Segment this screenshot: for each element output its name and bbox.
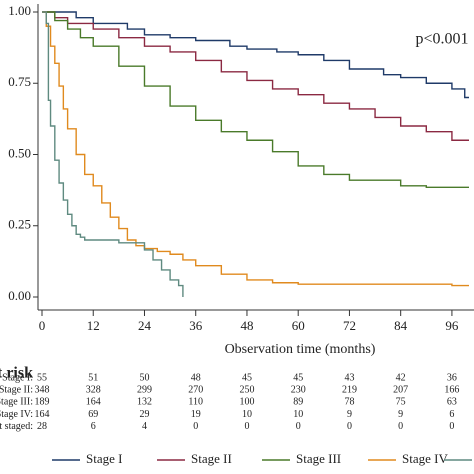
survival-curve <box>42 11 469 287</box>
risk-count: 4 <box>142 421 147 432</box>
risk-count: 0 <box>296 421 301 432</box>
x-tick-label: 24 <box>138 318 152 333</box>
x-tick-label: 36 <box>189 318 203 333</box>
risk-count: 328 <box>86 384 101 395</box>
risk-title: Number at risk <box>0 365 33 382</box>
risk-row-label: Stage IV: <box>0 409 33 420</box>
risk-count: 0 <box>398 421 403 432</box>
risk-count: 6 <box>449 409 454 420</box>
risk-count: 51 <box>88 372 98 383</box>
risk-count: 48 <box>191 372 201 383</box>
risk-count: 69 <box>88 409 98 420</box>
risk-count: 348 <box>35 384 50 395</box>
risk-count: 19 <box>191 409 201 420</box>
risk-count: 207 <box>393 384 408 395</box>
risk-count: 164 <box>86 397 101 408</box>
risk-count: 89 <box>293 397 303 408</box>
legend-label: Stage I <box>86 451 122 466</box>
x-tick-label: 60 <box>292 318 305 333</box>
x-axis-label: Observation time (months) <box>225 342 376 357</box>
risk-count: 42 <box>396 372 406 383</box>
x-tick-label: 72 <box>343 318 356 333</box>
risk-count: 9 <box>347 409 352 420</box>
risk-count: 0 <box>347 421 352 432</box>
risk-count: 0 <box>193 421 198 432</box>
risk-count: 166 <box>444 384 459 395</box>
risk-count: 10 <box>242 409 252 420</box>
survival-curve <box>42 11 469 141</box>
y-tick-label: 0.50 <box>8 145 31 160</box>
risk-count: 78 <box>344 397 354 408</box>
risk-count: 75 <box>396 397 406 408</box>
risk-row-label: Stage II: <box>0 384 33 395</box>
risk-count: 10 <box>293 409 303 420</box>
legend-label: Stage III <box>296 451 341 466</box>
y-tick-label: 0.25 <box>8 217 31 232</box>
x-tick-label: 0 <box>39 318 46 333</box>
x-tick-label: 84 <box>394 318 408 333</box>
risk-count: 230 <box>291 384 306 395</box>
legend-label: Stage II <box>191 451 232 466</box>
x-tick-label: 12 <box>87 318 100 333</box>
risk-count: 50 <box>139 372 149 383</box>
risk-count: 0 <box>449 421 454 432</box>
risk-count: 29 <box>139 409 149 420</box>
risk-count: 63 <box>447 397 457 408</box>
risk-count: 9 <box>398 409 403 420</box>
risk-count: 6 <box>91 421 96 432</box>
risk-count: 43 <box>344 372 354 383</box>
risk-count: 250 <box>239 384 254 395</box>
survival-curve <box>42 11 469 99</box>
risk-count: 164 <box>35 409 50 420</box>
risk-count: 45 <box>293 372 303 383</box>
y-tick-label: 0.00 <box>8 288 31 303</box>
legend-label: Stage IV <box>402 451 448 466</box>
y-tick-label: 1.00 <box>8 3 31 18</box>
risk-count: 36 <box>447 372 457 383</box>
x-tick-label: 96 <box>445 318 459 333</box>
risk-count: 0 <box>244 421 249 432</box>
risk-count: 132 <box>137 397 152 408</box>
risk-row-label: Stage III: <box>0 397 33 408</box>
risk-count: 55 <box>37 372 47 383</box>
risk-count: 219 <box>342 384 357 395</box>
x-tick-label: 48 <box>240 318 253 333</box>
risk-count: 45 <box>242 372 252 383</box>
risk-count: 110 <box>188 397 203 408</box>
survival-curve <box>42 11 184 297</box>
risk-row-label: Tumor not staged: <box>0 421 33 432</box>
risk-count: 28 <box>37 421 47 432</box>
risk-count: 270 <box>188 384 203 395</box>
risk-count: 299 <box>137 384 152 395</box>
p-value: p<0.001 <box>415 31 468 48</box>
risk-row-label: Stage I: <box>2 372 33 383</box>
risk-count: 189 <box>35 397 50 408</box>
risk-count: 100 <box>239 397 254 408</box>
survival-curve <box>42 11 469 188</box>
y-tick-label: 0.75 <box>8 74 31 89</box>
